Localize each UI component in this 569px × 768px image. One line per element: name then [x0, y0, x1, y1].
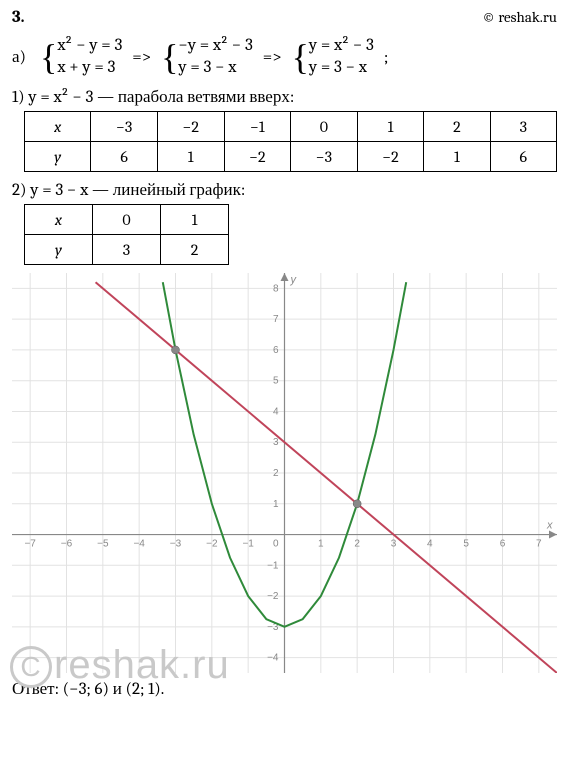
svg-text:2: 2 — [354, 539, 360, 550]
brace-icon: { — [161, 39, 178, 75]
table-cell: −3 — [291, 142, 358, 172]
svg-text:0: 0 — [273, 539, 279, 550]
svg-text:−2: −2 — [206, 539, 218, 550]
svg-text:−4: −4 — [267, 653, 279, 664]
table-cell: 0 — [291, 112, 358, 142]
table-cell: −2 — [357, 142, 424, 172]
arrow-icon: => — [132, 48, 151, 67]
table-cell: 1 — [157, 142, 224, 172]
eq-1-1: x² − y = 3 — [57, 35, 122, 57]
svg-text:8: 8 — [273, 284, 279, 295]
table-row: y 6 1 −2 −3 −2 1 6 — [25, 142, 557, 172]
svg-text:6: 6 — [500, 539, 506, 550]
parabola-table: x −3 −2 −1 0 1 2 3 y 6 1 −2 −3 −2 1 6 — [24, 111, 557, 172]
brace-icon: { — [292, 39, 309, 75]
table-cell: 0 — [93, 205, 161, 235]
svg-text:−1: −1 — [267, 560, 279, 571]
table-cell: 6 — [91, 142, 158, 172]
svg-text:3: 3 — [391, 539, 397, 550]
y-header: y — [25, 142, 91, 172]
y-header: y — [25, 235, 93, 265]
svg-text:5: 5 — [463, 539, 469, 550]
table-cell: 1 — [161, 205, 229, 235]
line-table: x 0 1 y 3 2 — [24, 204, 229, 265]
svg-text:4: 4 — [427, 539, 433, 550]
svg-text:2: 2 — [273, 468, 279, 479]
parabola-desc: 1) y = x² − 3 — парабола ветвями вверх: — [12, 87, 557, 107]
part-label: а) — [12, 47, 26, 67]
copyright-icon: C — [10, 646, 52, 688]
svg-text:−4: −4 — [133, 539, 145, 550]
svg-text:7: 7 — [536, 539, 542, 550]
svg-text:−3: −3 — [170, 539, 182, 550]
svg-text:7: 7 — [273, 314, 279, 325]
x-header: x — [25, 205, 93, 235]
eq-3-2: y = 3 − x — [309, 57, 374, 79]
copyright-text: © reshak.ru — [482, 8, 557, 27]
problem-number: 3. — [12, 8, 25, 27]
table-row: x −3 −2 −1 0 1 2 3 — [25, 112, 557, 142]
svg-text:−2: −2 — [267, 591, 279, 602]
svg-text:−5: −5 — [97, 539, 109, 550]
eq-3-1: y = x² − 3 — [309, 35, 374, 57]
table-cell: 2 — [424, 112, 490, 142]
svg-text:−7: −7 — [24, 539, 36, 550]
line-desc: 2) y = 3 − x — линейный график: — [12, 180, 557, 200]
x-header: x — [25, 112, 91, 142]
svg-text:y: y — [290, 274, 298, 286]
svg-text:−1: −1 — [242, 539, 254, 550]
equation-systems: а) { x² − y = 3 x + y = 3 => { −y = x² −… — [12, 35, 557, 79]
table-row: x 0 1 — [25, 205, 229, 235]
watermark: Creshak.ru — [10, 643, 230, 688]
svg-text:3: 3 — [273, 437, 279, 448]
svg-text:1: 1 — [318, 539, 324, 550]
table-cell: 2 — [161, 235, 229, 265]
svg-text:4: 4 — [273, 407, 279, 418]
svg-text:5: 5 — [273, 376, 279, 387]
table-cell: −2 — [157, 112, 224, 142]
table-cell: 3 — [490, 112, 556, 142]
svg-text:1: 1 — [273, 499, 279, 510]
table-cell: −2 — [224, 142, 291, 172]
svg-text:x: x — [546, 520, 553, 532]
eq-1-2: x + y = 3 — [57, 57, 122, 79]
chart: −7−6−5−4−3−2−11234567−4−3−2−1123456780xy — [12, 273, 557, 673]
table-cell: 1 — [357, 112, 424, 142]
table-cell: −3 — [91, 112, 158, 142]
trailing-semicolon: ; — [384, 48, 389, 67]
brace-icon: { — [40, 39, 57, 75]
svg-text:−6: −6 — [61, 539, 73, 550]
eq-2-1: −y = x² − 3 — [178, 35, 252, 57]
arrow-icon: => — [263, 48, 282, 67]
eq-2-2: y = 3 − x — [178, 57, 252, 79]
table-cell: 1 — [424, 142, 490, 172]
svg-text:6: 6 — [273, 345, 279, 356]
table-cell: −1 — [224, 112, 291, 142]
table-cell: 6 — [490, 142, 556, 172]
table-row: y 3 2 — [25, 235, 229, 265]
table-cell: 3 — [93, 235, 161, 265]
